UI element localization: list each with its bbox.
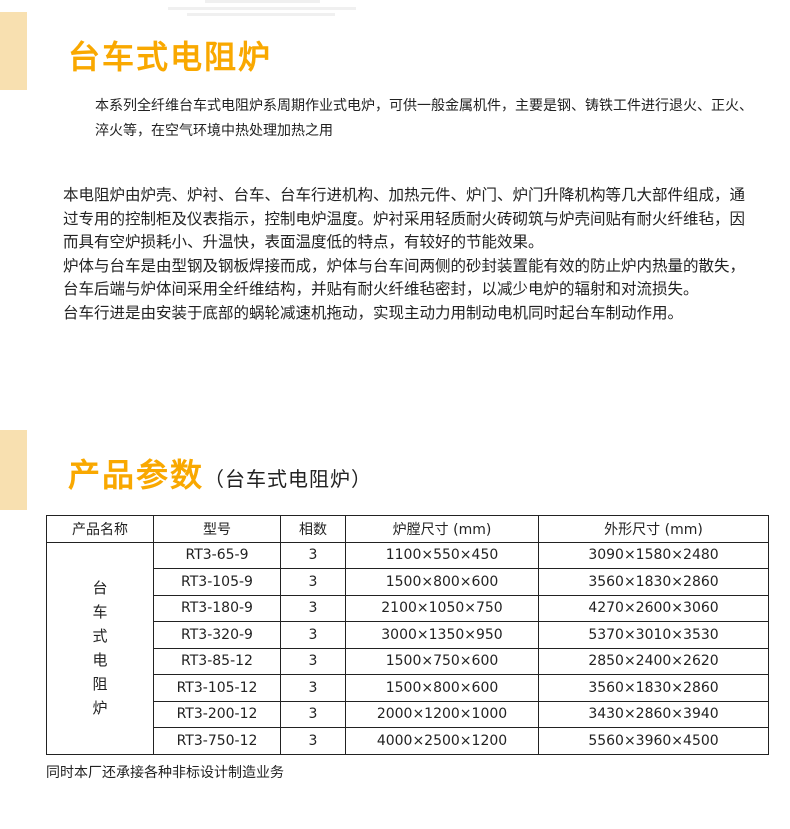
table-row: RT3-105-9 3 1500×800×600 3560×1830×2860 <box>47 568 769 596</box>
table-row: RT3-200-12 3 2000×1200×1000 3430×2860×3940 <box>47 700 769 728</box>
footnote: 同时本厂还承接各种非标设计制造业务 <box>46 765 284 781</box>
params-title: 产品参数 <box>68 456 205 494</box>
table-cell: 1100×550×450 <box>345 541 539 569</box>
intro-text: 本系列全纤维台车式电阻炉系周期作业式电炉，可供一般金属机件，主要是钢、铸铁工件进… <box>95 98 753 139</box>
table-cell: 3 <box>280 674 346 702</box>
section-marker <box>0 430 27 510</box>
page-title: 台车式电阻炉 <box>68 38 273 76</box>
header-cell: 相数 <box>280 515 346 543</box>
table-cell: RT3-200-12 <box>153 700 281 728</box>
table-cell: 3 <box>280 541 346 569</box>
params-subtitle: （台车式电阻炉） <box>204 467 373 491</box>
header-cell: 产品名称 <box>46 515 154 543</box>
table-cell: 3430×2860×3940 <box>538 700 769 728</box>
table-header: 产品名称 型号 相数 炉膛尺寸 (mm) 外形尺寸 (mm) <box>46 515 769 543</box>
table-cell: 2000×1200×1000 <box>345 700 539 728</box>
table-row: RT3-105-12 3 1500×800×600 3560×1830×2860 <box>47 674 769 702</box>
table-cell: 1500×800×600 <box>345 674 539 702</box>
table-cell: RT3-65-9 <box>153 541 281 569</box>
paragraph: 台车行进是由安装于底部的蜗轮减速机拖动，实现主动力用制动电机同时起台车制动作用。 <box>63 303 684 322</box>
table-cell: RT3-750-12 <box>153 727 281 755</box>
table-cell: 3000×1350×950 <box>345 621 539 649</box>
table-cell: 3 <box>280 700 346 728</box>
table-row: RT3-85-12 3 1500×750×600 2850×2400×2620 <box>47 647 769 675</box>
table-row: 台车式电阻炉 RT3-65-9 3 1100×550×450 3090×1580×248… <box>46 541 769 755</box>
table-cell: 3560×1830×2860 <box>538 568 769 596</box>
table-cell: 3 <box>280 594 346 622</box>
divider <box>205 0 320 3</box>
table-cell: 2850×2400×2620 <box>538 647 769 675</box>
divider <box>187 13 335 16</box>
paragraph: 本电阻炉由炉壳、炉衬、台车、台车行进机构、加热元件、炉门、炉门升降机构等几大部件… <box>63 186 746 251</box>
header-cell: 型号 <box>153 515 281 543</box>
table-cell: 5560×3960×4500 <box>538 727 769 755</box>
section-marker <box>0 12 27 90</box>
table-cell: RT3-105-9 <box>153 568 281 596</box>
table-cell: 4000×2500×1200 <box>345 727 539 755</box>
table-cell: 4270×2600×3060 <box>538 594 769 622</box>
table-cell: 5370×3010×3530 <box>538 621 769 649</box>
table-cell: 3 <box>280 568 346 596</box>
table-cell: RT3-85-12 <box>153 647 281 675</box>
description: 本电阻炉由炉壳、炉衬、台车、台车行进机构、加热元件、炉门、炉门升降机构等几大部件… <box>63 184 753 325</box>
table-cell: 3 <box>280 727 346 755</box>
table-cell: 3560×1830×2860 <box>538 674 769 702</box>
table-row: RT3-180-9 3 2100×1050×750 4270×2600×3060 <box>47 594 769 622</box>
table-row: RT3-750-12 3 4000×2500×1200 5560×3960×4500 <box>47 727 769 755</box>
table-cell: 3 <box>280 647 346 675</box>
table-cell: 1500×800×600 <box>345 568 539 596</box>
section-title: 产品参数（台车式电阻炉） <box>68 450 372 496</box>
paragraph: 炉体与台车是由型钢及钢板焊接而成，炉体与台车间两侧的砂封装置能有效的防止炉内热量… <box>63 256 746 299</box>
table-cell: RT3-180-9 <box>153 594 281 622</box>
table-cell: RT3-320-9 <box>153 621 281 649</box>
header-cell: 外形尺寸 (mm) <box>538 515 769 543</box>
divider <box>168 7 356 10</box>
table-cell: 3090×1580×2480 <box>538 541 769 569</box>
table-row: RT3-320-9 3 3000×1350×950 5370×3010×3530 <box>47 621 769 649</box>
table-cell: 1500×750×600 <box>345 647 539 675</box>
header-cell: 炉膛尺寸 (mm) <box>345 515 539 543</box>
table-cell: RT3-105-12 <box>153 674 281 702</box>
table-cell: 3 <box>280 621 346 649</box>
product-name-cell: 台车式电阻炉 <box>46 541 154 755</box>
table-cell: 2100×1050×750 <box>345 594 539 622</box>
params-table: 产品名称 型号 相数 炉膛尺寸 (mm) 外形尺寸 (mm) 台车式电阻炉 RT3… <box>46 515 769 755</box>
